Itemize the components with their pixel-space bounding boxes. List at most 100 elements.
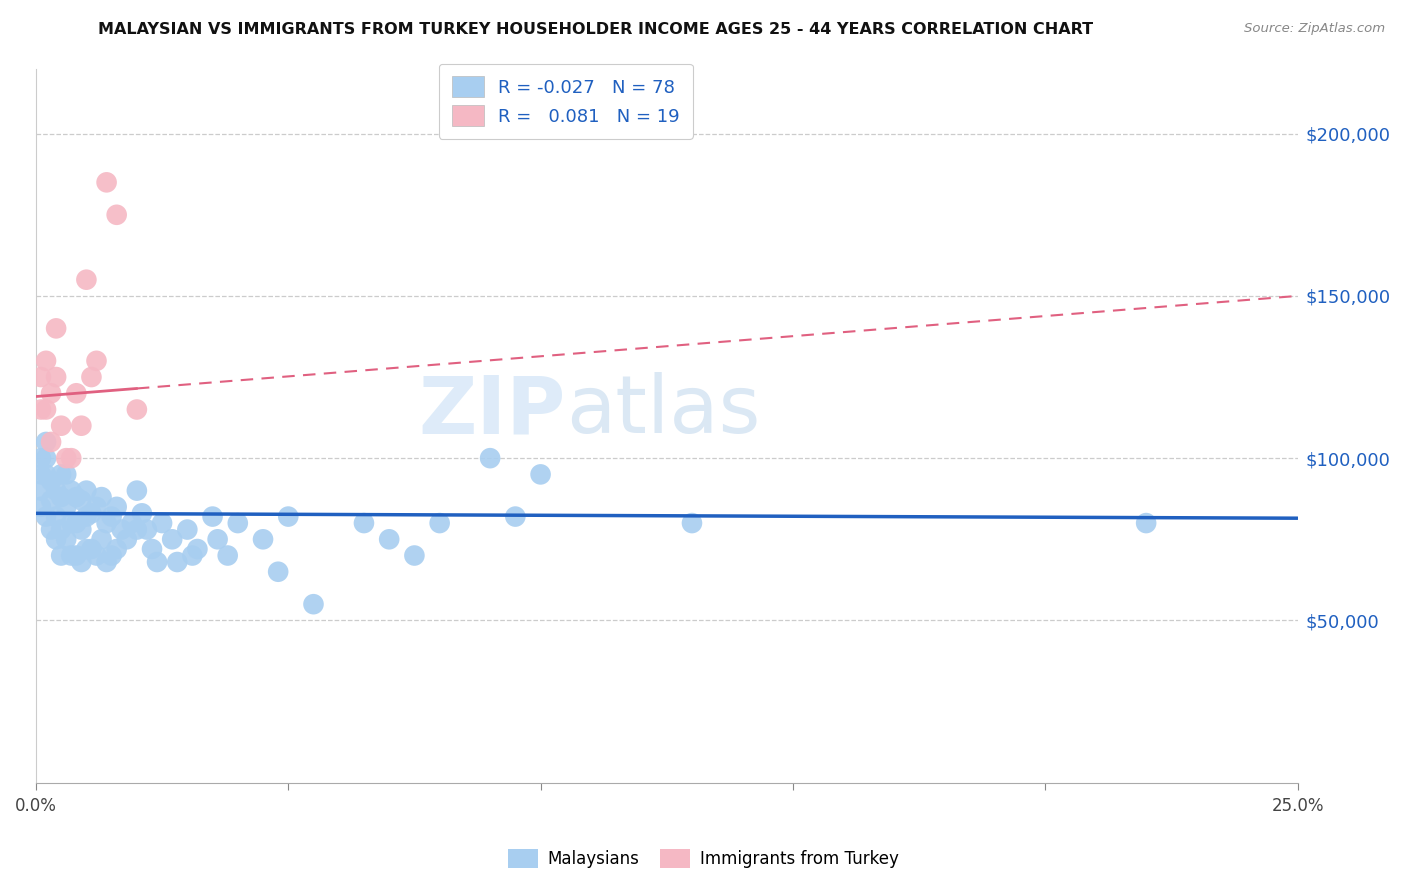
Point	[252, 533, 274, 547]
Point	[141, 542, 163, 557]
Point	[96, 555, 118, 569]
Point	[65, 386, 87, 401]
Point	[70, 418, 93, 433]
Point	[39, 434, 62, 449]
Point	[217, 549, 239, 563]
Point	[404, 549, 426, 563]
Point	[86, 500, 108, 514]
Point	[105, 542, 128, 557]
Point	[125, 402, 148, 417]
Point	[207, 533, 229, 547]
Point	[100, 549, 122, 563]
Point	[51, 418, 73, 433]
Point	[136, 523, 159, 537]
Point	[505, 509, 527, 524]
Point	[226, 516, 249, 530]
Point	[55, 500, 77, 514]
Point	[60, 516, 83, 530]
Legend: R = -0.027   N = 78, R =   0.081   N = 19: R = -0.027 N = 78, R = 0.081 N = 19	[439, 63, 693, 138]
Point	[70, 555, 93, 569]
Point	[30, 370, 52, 384]
Point	[96, 175, 118, 189]
Point	[39, 523, 62, 537]
Point	[55, 533, 77, 547]
Point	[60, 483, 83, 498]
Point	[181, 549, 204, 563]
Point	[65, 516, 87, 530]
Point	[75, 483, 97, 498]
Point	[115, 533, 138, 547]
Point	[75, 273, 97, 287]
Point	[111, 523, 134, 537]
Point	[80, 506, 103, 520]
Point	[90, 533, 112, 547]
Point	[51, 523, 73, 537]
Point	[96, 516, 118, 530]
Point	[176, 523, 198, 537]
Point	[529, 467, 551, 482]
Text: atlas: atlas	[565, 373, 761, 450]
Point	[86, 354, 108, 368]
Point	[479, 451, 502, 466]
Point	[60, 451, 83, 466]
Point	[30, 483, 52, 498]
Point	[35, 402, 58, 417]
Point	[131, 506, 153, 520]
Point	[378, 533, 401, 547]
Point	[146, 555, 169, 569]
Point	[45, 321, 67, 335]
Point	[30, 500, 52, 514]
Text: Source: ZipAtlas.com: Source: ZipAtlas.com	[1244, 22, 1385, 36]
Point	[267, 565, 290, 579]
Text: MALAYSIAN VS IMMIGRANTS FROM TURKEY HOUSEHOLDER INCOME AGES 25 - 44 YEARS CORREL: MALAYSIAN VS IMMIGRANTS FROM TURKEY HOUS…	[98, 22, 1094, 37]
Point	[51, 549, 73, 563]
Point	[51, 490, 73, 504]
Point	[100, 509, 122, 524]
Point	[65, 549, 87, 563]
Point	[51, 467, 73, 482]
Text: ZIP: ZIP	[419, 373, 565, 450]
Point	[160, 533, 183, 547]
Point	[86, 549, 108, 563]
Point	[35, 451, 58, 466]
Point	[166, 555, 188, 569]
Point	[150, 516, 173, 530]
Legend: Malaysians, Immigrants from Turkey: Malaysians, Immigrants from Turkey	[501, 842, 905, 875]
Point	[30, 451, 52, 466]
Point	[55, 467, 77, 482]
Point	[429, 516, 451, 530]
Point	[105, 500, 128, 514]
Point	[70, 523, 93, 537]
Point	[65, 490, 87, 504]
Point	[30, 467, 52, 482]
Point	[45, 370, 67, 384]
Point	[35, 434, 58, 449]
Point	[55, 451, 77, 466]
Point	[45, 533, 67, 547]
Point	[1135, 516, 1157, 530]
Point	[80, 370, 103, 384]
Point	[45, 509, 67, 524]
Point	[30, 402, 52, 417]
Point	[201, 509, 224, 524]
Point	[35, 354, 58, 368]
Point	[35, 509, 58, 524]
Point	[39, 493, 62, 508]
Point	[75, 542, 97, 557]
Point	[39, 474, 62, 488]
Point	[35, 467, 58, 482]
Point	[125, 523, 148, 537]
Point	[60, 549, 83, 563]
Point	[186, 542, 208, 557]
Point	[39, 386, 62, 401]
Point	[353, 516, 375, 530]
Point	[75, 509, 97, 524]
Point	[90, 490, 112, 504]
Point	[681, 516, 703, 530]
Point	[277, 509, 299, 524]
Point	[70, 493, 93, 508]
Point	[121, 516, 143, 530]
Point	[105, 208, 128, 222]
Point	[80, 542, 103, 557]
Point	[125, 483, 148, 498]
